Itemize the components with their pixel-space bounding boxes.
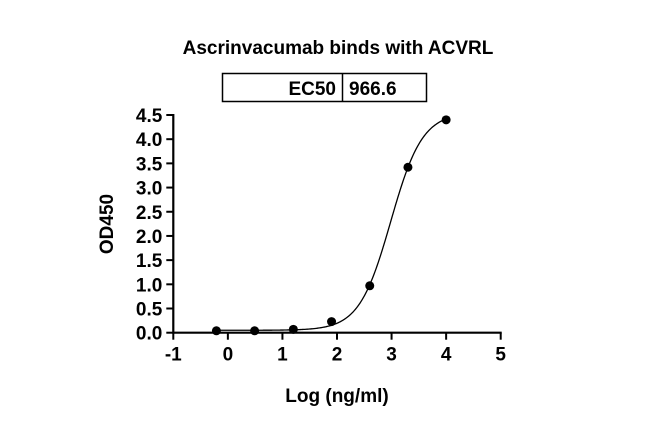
ec50-value: 966.6 [349,79,397,100]
x-axis-label: Log (ng/ml) [285,386,388,407]
y-tick-label: 1.5 [136,251,163,272]
data-point [441,115,451,125]
y-tick-label: 1.0 [136,275,162,296]
x-tick-label: -1 [165,345,182,366]
data-point [211,326,221,336]
y-tick-label: 0.5 [136,300,163,321]
x-tick-label: 5 [495,345,506,366]
x-tick-label: 3 [386,345,397,366]
x-tick-label: 0 [223,345,234,366]
data-point [327,317,337,327]
chart-title: Ascrinvacumab binds with ACVRL [183,38,494,59]
data-point [403,162,413,172]
y-tick-label: 2.5 [136,203,163,224]
y-axis-label: OD450 [97,194,118,254]
x-tick-label: 4 [441,345,452,366]
data-point [288,324,298,334]
x-tick-label: 1 [277,345,288,366]
y-tick-label: 4.5 [136,106,163,127]
x-tick-label: 2 [332,345,343,366]
ec50-table: EC50 966.6 [221,72,428,103]
y-tick-label: 4.0 [136,130,162,151]
data-point [250,326,260,336]
fit-curve [216,118,447,331]
ec50-label: EC50 [288,79,336,100]
y-tick-label: 2.0 [136,227,162,248]
y-tick-label: 3.0 [136,179,162,200]
y-tick-label: 3.5 [136,154,163,175]
y-tick-label: 0.0 [136,324,162,345]
data-point [365,281,375,291]
